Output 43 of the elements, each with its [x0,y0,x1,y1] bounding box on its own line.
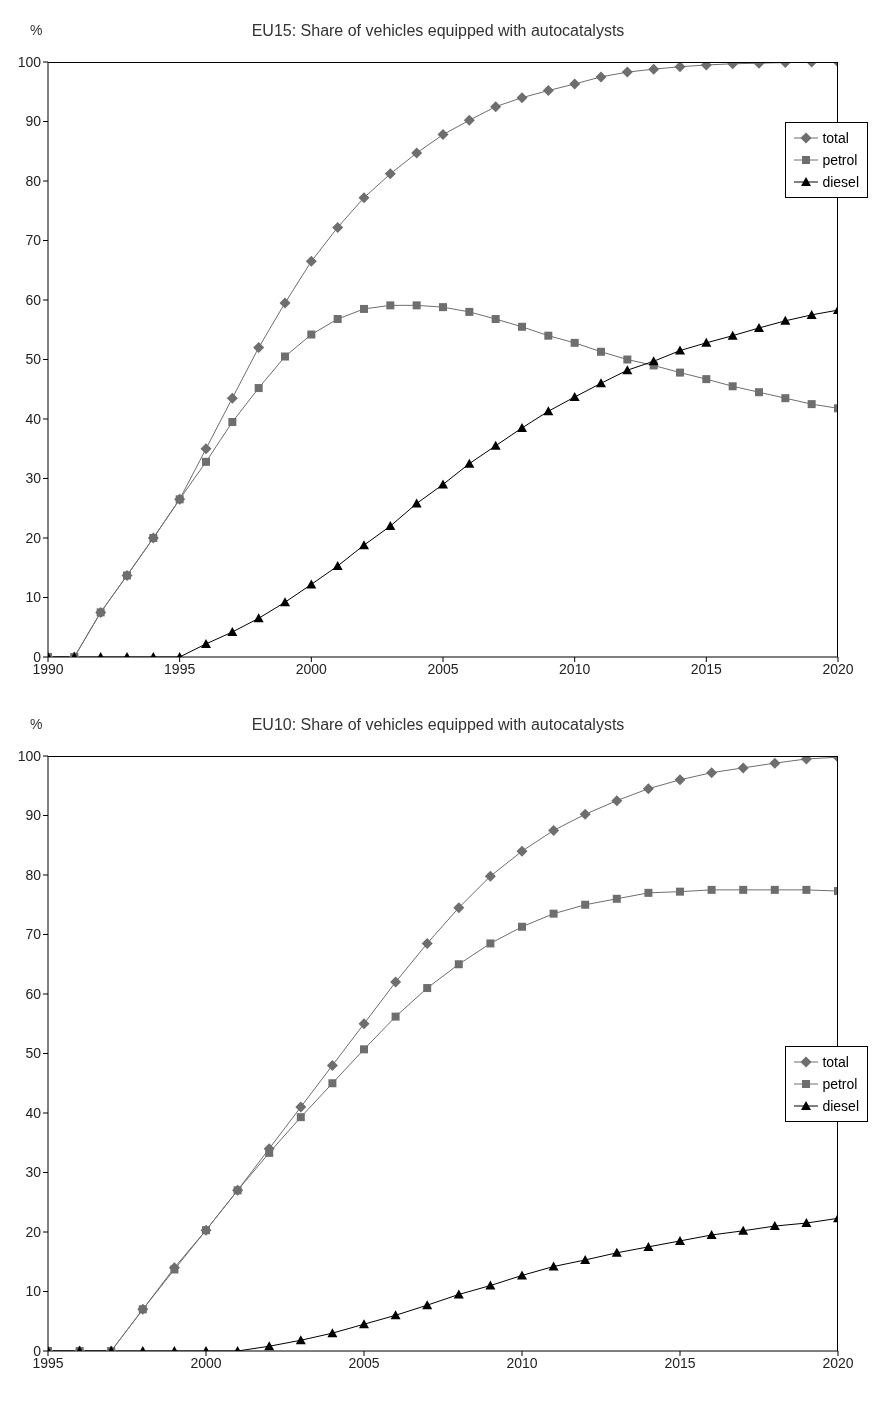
y-tick-label: 70 [25,926,42,943]
y-tick-label: 90 [25,807,42,824]
x-tick-label: 2020 [822,1354,854,1371]
x-tick-label: 2010 [506,1354,538,1371]
y-tick-label: 30 [25,1164,42,1181]
x-tick-label: 2000 [295,660,328,677]
y-tick-label: 30 [25,470,42,487]
x-tick-label: 2000 [190,1354,222,1371]
legend-label: total [822,129,849,148]
legend-label: diesel [822,1097,859,1116]
y-tick-label: 60 [25,985,42,1002]
y-tick-label: 50 [25,351,42,368]
chart-title: EU15: Share of vehicles equipped with autocatalysts [251,22,625,39]
y-tick-label: 100 [17,747,42,764]
y-axis-title: % [30,22,43,38]
y-tick-label: 0 [33,1342,42,1359]
y-tick-label: 40 [25,1104,42,1121]
y-tick-label: 70 [25,232,42,249]
legend-label: petrol [822,151,858,170]
x-tick-label: 2005 [348,1354,380,1371]
y-tick-label: 10 [25,589,42,606]
y-tick-label: 20 [25,529,42,546]
y-axis-title: % [30,716,43,732]
x-tick-label: 1995 [164,660,196,677]
y-tick-label: 80 [25,172,42,189]
y-tick-label: 40 [25,410,42,427]
y-tick-label: 90 [25,113,42,130]
x-tick-label: 2015 [690,660,723,677]
y-tick-label: 50 [25,1045,42,1062]
y-tick-label: 10 [25,1283,42,1300]
chart-title: EU10: Share of vehicles equipped with autocatalysts [251,716,625,733]
legend-label: petrol [822,1075,858,1094]
x-tick-label: 2010 [559,660,591,677]
y-tick-label: 60 [25,291,42,308]
x-tick-label: 2020 [822,660,854,677]
x-tick-label: 2015 [664,1354,696,1371]
y-tick-label: 0 [33,648,42,665]
y-tick-label: 100 [17,53,42,70]
legend-label: diesel [822,173,859,192]
legend-label: total [822,1053,849,1072]
y-tick-label: 20 [25,1223,42,1240]
x-tick-label: 2005 [427,660,459,677]
y-tick-label: 80 [25,866,42,883]
